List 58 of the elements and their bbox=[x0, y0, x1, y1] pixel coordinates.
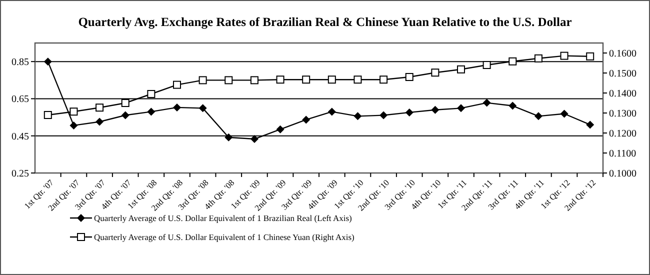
point bbox=[70, 108, 78, 116]
point bbox=[431, 106, 440, 114]
point bbox=[405, 108, 414, 116]
y2-tick-label: 0.1400 bbox=[609, 88, 636, 100]
point bbox=[328, 108, 336, 116]
point bbox=[560, 52, 568, 60]
y-tick-label: 0.45 bbox=[12, 131, 29, 142]
y2-tick-label: 0.1500 bbox=[609, 68, 636, 80]
point bbox=[44, 111, 52, 119]
point bbox=[250, 135, 258, 144]
point bbox=[198, 104, 207, 112]
point bbox=[560, 110, 568, 118]
y-tick-label: 0.65 bbox=[12, 94, 29, 106]
chart-title: Quarterly Avg. Exchange Rates of Brazilian Real & Chinese Yuan Relative to the U.S. Dollar bbox=[78, 15, 572, 29]
point bbox=[354, 76, 362, 84]
point bbox=[121, 111, 130, 120]
point bbox=[250, 76, 258, 84]
y2-tick-label: 0.1000 bbox=[609, 168, 636, 180]
y2-tick-label: 0.1200 bbox=[609, 128, 636, 140]
legend-label: Quarterly Average of U.S. Dollar Equivalent of 1 Chinese Yuan (Right Axis) bbox=[94, 232, 355, 242]
point bbox=[380, 111, 388, 120]
point bbox=[276, 125, 284, 134]
point bbox=[405, 73, 414, 81]
legend-label: Quarterly Average of U.S. Dollar Equivalent of 1 Brazilian Real (Left Axis) bbox=[94, 212, 352, 223]
point bbox=[70, 121, 78, 130]
point bbox=[224, 76, 233, 84]
point bbox=[147, 108, 156, 116]
point bbox=[198, 76, 207, 84]
point bbox=[508, 57, 517, 66]
point bbox=[328, 76, 336, 84]
y2-tick-label: 0.1300 bbox=[609, 108, 636, 120]
point bbox=[147, 90, 156, 98]
point bbox=[586, 120, 594, 129]
y-tick-label: 0.25 bbox=[12, 168, 29, 180]
point bbox=[354, 112, 362, 120]
point bbox=[44, 58, 52, 66]
point bbox=[508, 102, 517, 110]
point bbox=[302, 76, 310, 84]
point bbox=[457, 104, 465, 112]
point bbox=[457, 65, 465, 74]
point bbox=[96, 118, 104, 126]
point bbox=[482, 61, 491, 69]
point bbox=[534, 54, 542, 62]
point bbox=[96, 104, 104, 112]
point bbox=[482, 98, 491, 107]
point bbox=[173, 80, 181, 89]
point bbox=[121, 99, 130, 107]
point bbox=[276, 76, 284, 84]
point bbox=[586, 52, 594, 60]
point bbox=[224, 133, 233, 142]
point bbox=[431, 68, 440, 77]
point bbox=[380, 76, 388, 84]
point bbox=[173, 103, 181, 112]
y2-tick-label: 0.1100 bbox=[609, 148, 636, 160]
y2-tick-label: 0.1600 bbox=[609, 48, 636, 60]
point bbox=[302, 116, 310, 124]
point bbox=[534, 112, 542, 120]
y-tick-label: 0.85 bbox=[12, 57, 29, 68]
